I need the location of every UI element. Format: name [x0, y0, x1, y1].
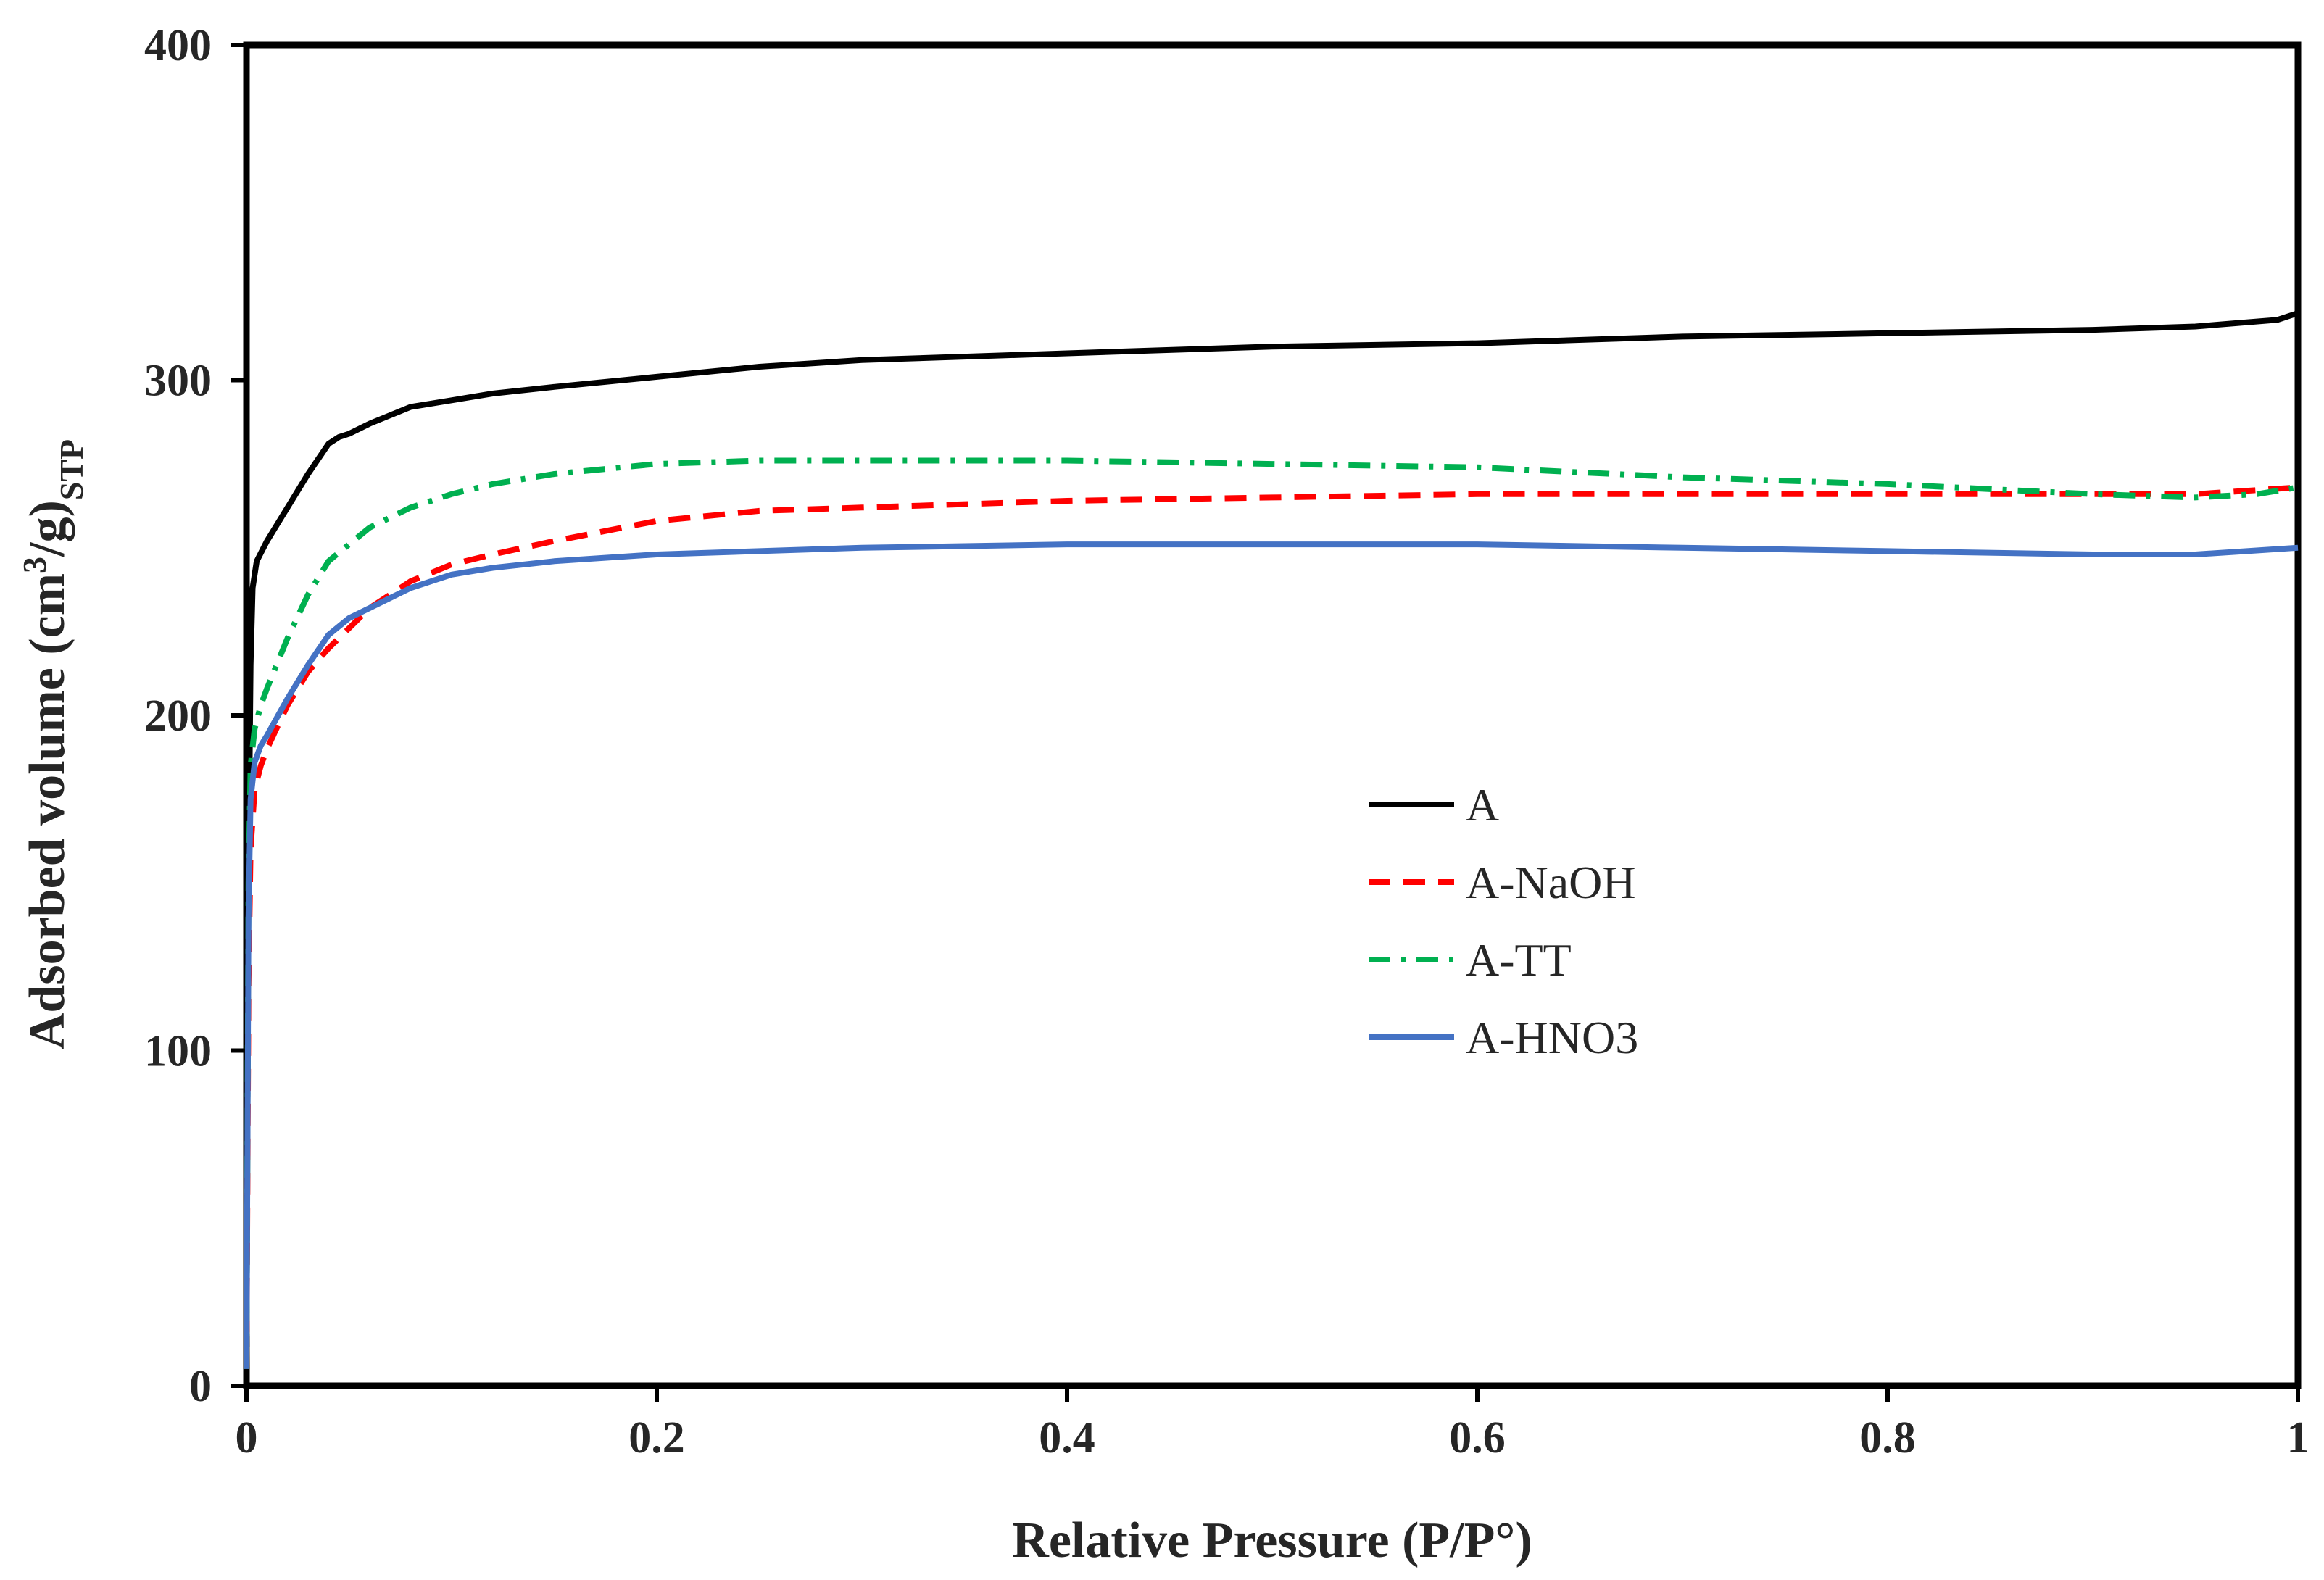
y-axis-title-main: Adsorbed volume (cm	[20, 573, 75, 1049]
legend: A A-NaOH A-TT A-HNO3	[1369, 779, 1638, 1063]
x-tick-label: 1	[2287, 1413, 2310, 1463]
legend-label: A-HNO3	[1466, 1012, 1638, 1063]
y-tick-label: 400	[144, 21, 212, 70]
x-tick-label: 0.6	[1449, 1413, 1506, 1463]
series-line-a-hno3	[244, 541, 2299, 1369]
y-axis-title-unit: /g)	[20, 500, 75, 557]
series-line-a	[244, 310, 2299, 1369]
y-tick-label: 100	[144, 1027, 212, 1076]
legend-label: A-NaOH	[1466, 857, 1636, 908]
x-tick-label: 0	[236, 1413, 258, 1463]
y-axis-title-superscript: 3	[16, 557, 53, 573]
x-axis-ticks: 0 0.2 0.4 0.6 0.8 1	[236, 1386, 2310, 1463]
legend-label: A-TT	[1466, 934, 1572, 986]
y-tick-label: 200	[144, 691, 212, 741]
legend-label: A	[1466, 779, 1499, 831]
series-line-a-tt	[244, 457, 2299, 1369]
series-layer	[244, 310, 2299, 1369]
y-axis-ticks: 0 100 200 300 400	[144, 21, 246, 1411]
x-axis-title: Relative Pressure (P/P°)	[1012, 1513, 1532, 1568]
y-axis-title: Adsorbed volume (cm3/g)STP	[16, 439, 90, 1049]
y-tick-label: 0	[189, 1362, 212, 1411]
series-line-a-naoh	[244, 484, 2299, 1369]
y-tick-label: 300	[144, 357, 212, 406]
y-axis-title-subscript: STP	[53, 439, 90, 500]
x-tick-label: 0.2	[628, 1413, 685, 1463]
x-tick-label: 0.4	[1039, 1413, 1095, 1463]
x-tick-label: 0.8	[1859, 1413, 1916, 1463]
